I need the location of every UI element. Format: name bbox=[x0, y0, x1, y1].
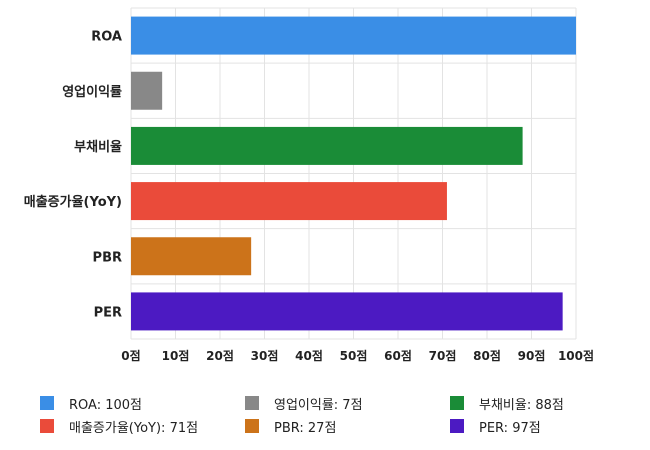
bar bbox=[131, 16, 576, 55]
x-tick-label: 30점 bbox=[251, 348, 279, 363]
legend-item-pbr: PBR: 27점 bbox=[245, 416, 336, 436]
legend-item-per: PER: 97점 bbox=[450, 416, 541, 436]
x-tick-label: 20점 bbox=[206, 348, 234, 363]
x-tick-label: 70점 bbox=[429, 348, 457, 363]
legend-swatch bbox=[40, 419, 54, 433]
legend-label: 부채비율: 88점 bbox=[479, 397, 564, 413]
x-tick-label: 90점 bbox=[518, 348, 546, 363]
legend-swatch bbox=[40, 396, 54, 410]
bar bbox=[131, 182, 447, 221]
legend-label: PBR: 27점 bbox=[274, 420, 337, 436]
bar bbox=[131, 292, 563, 331]
x-tick-label: 0점 bbox=[121, 348, 140, 363]
legend-swatch bbox=[450, 419, 464, 433]
category-label: PER bbox=[94, 305, 122, 320]
legend-swatch bbox=[245, 419, 259, 433]
legend-label: 매출증가율(YoY): 71점 bbox=[69, 420, 199, 436]
category-label: 영업이익률 bbox=[62, 84, 122, 100]
legend-label: PER: 97점 bbox=[479, 420, 541, 436]
legend-item-sales-growth: 매출증가율(YoY): 71점 bbox=[40, 416, 198, 436]
x-tick-label: 10점 bbox=[162, 348, 190, 363]
category-label: 부채비율 bbox=[74, 139, 122, 155]
legend-item-roa: ROA: 100점 bbox=[40, 393, 142, 413]
bar bbox=[131, 126, 523, 165]
legend-label: 영업이익률: 7점 bbox=[274, 397, 363, 413]
legend-swatch bbox=[245, 396, 259, 410]
legend-label: ROA: 100점 bbox=[69, 397, 142, 413]
bar bbox=[131, 237, 252, 276]
x-tick-label: 40점 bbox=[295, 348, 323, 363]
legend-swatch bbox=[450, 396, 464, 410]
legend-item-debt-ratio: 부채비율: 88점 bbox=[450, 393, 564, 413]
category-label: 매출증가율(YoY) bbox=[24, 194, 122, 210]
legend-item-operating-margin: 영업이익률: 7점 bbox=[245, 393, 363, 413]
x-tick-label: 50점 bbox=[340, 348, 368, 363]
x-tick-label: 100점 bbox=[558, 348, 594, 363]
x-tick-label: 80점 bbox=[473, 348, 501, 363]
category-label: ROA bbox=[91, 30, 122, 45]
bar bbox=[131, 71, 163, 110]
x-tick-label: 60점 bbox=[384, 348, 412, 363]
category-label: PBR bbox=[93, 250, 122, 265]
